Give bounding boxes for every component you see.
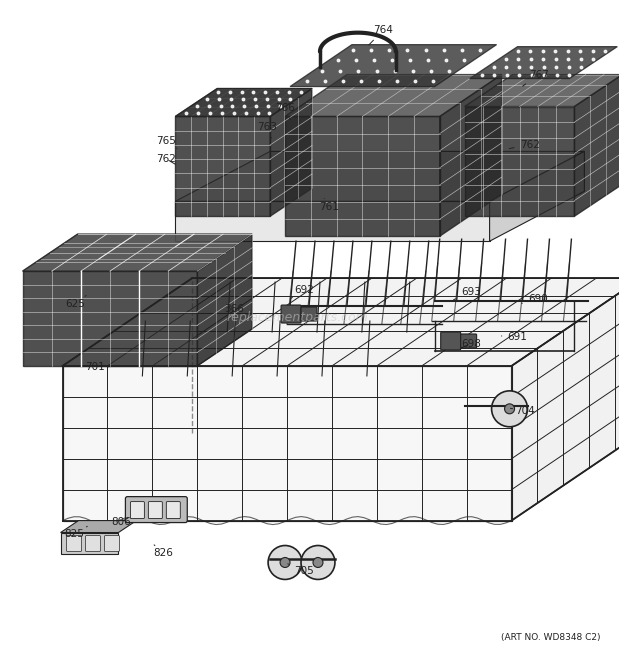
Text: 625: 625 <box>65 295 86 309</box>
Polygon shape <box>175 89 312 116</box>
Polygon shape <box>61 521 136 533</box>
Polygon shape <box>512 278 620 521</box>
FancyBboxPatch shape <box>301 307 317 321</box>
Text: 806: 806 <box>112 517 131 527</box>
Polygon shape <box>23 234 252 271</box>
Polygon shape <box>175 116 270 216</box>
Text: (ART NO. WD8348 C2): (ART NO. WD8348 C2) <box>501 633 601 642</box>
Polygon shape <box>440 75 502 236</box>
Circle shape <box>313 557 323 567</box>
Circle shape <box>505 404 515 414</box>
Polygon shape <box>490 151 585 241</box>
Text: 825: 825 <box>64 526 87 539</box>
Text: 692: 692 <box>290 285 314 299</box>
FancyBboxPatch shape <box>441 332 461 350</box>
Polygon shape <box>574 75 620 216</box>
Text: 762: 762 <box>156 154 177 164</box>
FancyBboxPatch shape <box>461 334 477 348</box>
Text: 704: 704 <box>510 406 535 416</box>
Text: 762: 762 <box>510 139 539 149</box>
FancyBboxPatch shape <box>125 496 187 523</box>
Circle shape <box>280 557 290 567</box>
FancyBboxPatch shape <box>104 535 120 551</box>
FancyBboxPatch shape <box>166 502 180 519</box>
Text: 691: 691 <box>502 332 527 342</box>
FancyBboxPatch shape <box>130 502 144 519</box>
Polygon shape <box>23 271 197 366</box>
Text: 690: 690 <box>522 294 547 304</box>
Circle shape <box>268 545 302 580</box>
Polygon shape <box>175 202 490 241</box>
Text: 761: 761 <box>319 198 339 212</box>
Circle shape <box>492 391 528 427</box>
Text: 767: 767 <box>523 69 549 86</box>
Polygon shape <box>63 366 512 521</box>
Text: 766: 766 <box>275 102 295 120</box>
Polygon shape <box>63 278 620 366</box>
Text: 764: 764 <box>369 25 393 45</box>
Text: 763: 763 <box>257 122 277 138</box>
Polygon shape <box>469 47 618 79</box>
Polygon shape <box>175 151 585 202</box>
Text: 366: 366 <box>224 305 248 315</box>
Text: 826: 826 <box>153 545 173 559</box>
FancyBboxPatch shape <box>86 535 100 551</box>
Circle shape <box>301 545 335 580</box>
Polygon shape <box>464 75 620 106</box>
Text: 765: 765 <box>156 136 177 149</box>
FancyBboxPatch shape <box>281 305 301 323</box>
Polygon shape <box>23 234 252 271</box>
Text: 698: 698 <box>461 338 480 349</box>
Polygon shape <box>270 89 312 216</box>
FancyBboxPatch shape <box>66 535 81 551</box>
Text: 693: 693 <box>454 288 480 299</box>
Polygon shape <box>464 106 574 216</box>
Polygon shape <box>61 533 118 555</box>
Polygon shape <box>197 234 252 366</box>
FancyBboxPatch shape <box>148 502 162 519</box>
Polygon shape <box>285 116 440 236</box>
Polygon shape <box>285 75 502 116</box>
Text: 705: 705 <box>288 564 314 576</box>
Polygon shape <box>175 89 312 116</box>
Polygon shape <box>290 45 497 87</box>
Text: replacementparts.com: replacementparts.com <box>227 311 368 324</box>
Text: 701: 701 <box>85 362 109 371</box>
